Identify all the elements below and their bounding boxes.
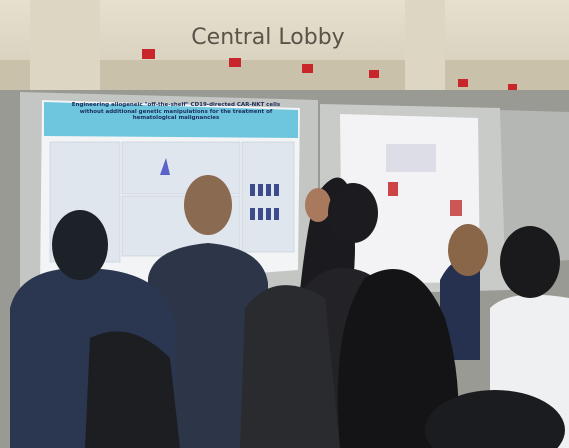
person bbox=[337, 269, 459, 448]
poster-table bbox=[386, 144, 436, 172]
pillar bbox=[30, 0, 100, 95]
figure-block bbox=[266, 208, 271, 220]
head bbox=[425, 390, 565, 448]
poster-header bbox=[44, 102, 298, 138]
exit-light bbox=[458, 79, 468, 87]
figure-block bbox=[258, 184, 263, 196]
figure-block bbox=[250, 208, 255, 220]
figure-block bbox=[258, 208, 263, 220]
exit-light bbox=[302, 64, 313, 73]
panel bbox=[241, 141, 295, 253]
poster-board bbox=[500, 110, 569, 265]
exit-light bbox=[508, 84, 517, 91]
figure-block bbox=[274, 208, 279, 220]
figure-block bbox=[250, 184, 255, 196]
person bbox=[440, 257, 480, 360]
head bbox=[448, 224, 488, 276]
person bbox=[148, 243, 268, 448]
head bbox=[500, 226, 560, 298]
face bbox=[305, 188, 331, 222]
head bbox=[328, 183, 378, 243]
backpack bbox=[85, 331, 180, 448]
head bbox=[184, 175, 232, 235]
exit-lights bbox=[142, 49, 517, 91]
head bbox=[52, 210, 108, 280]
poster-title-box: Engineering allogeneic "off-the-shelf" C… bbox=[71, 102, 281, 121]
figure-peak bbox=[160, 158, 170, 175]
exit-light bbox=[142, 49, 155, 59]
sign-text: Central Lobby bbox=[191, 25, 344, 50]
backpack bbox=[240, 285, 340, 448]
exit-light bbox=[229, 58, 241, 67]
poster-chart bbox=[450, 200, 462, 216]
poster-chart bbox=[388, 182, 398, 196]
exit-light bbox=[369, 70, 379, 78]
poster-title: Engineering allogeneic "off-the-shelf" C… bbox=[71, 102, 281, 121]
crowd bbox=[10, 175, 569, 448]
poster-figures bbox=[160, 158, 279, 220]
poster bbox=[340, 114, 480, 284]
figure-block bbox=[266, 184, 271, 196]
figure-block bbox=[274, 184, 279, 196]
